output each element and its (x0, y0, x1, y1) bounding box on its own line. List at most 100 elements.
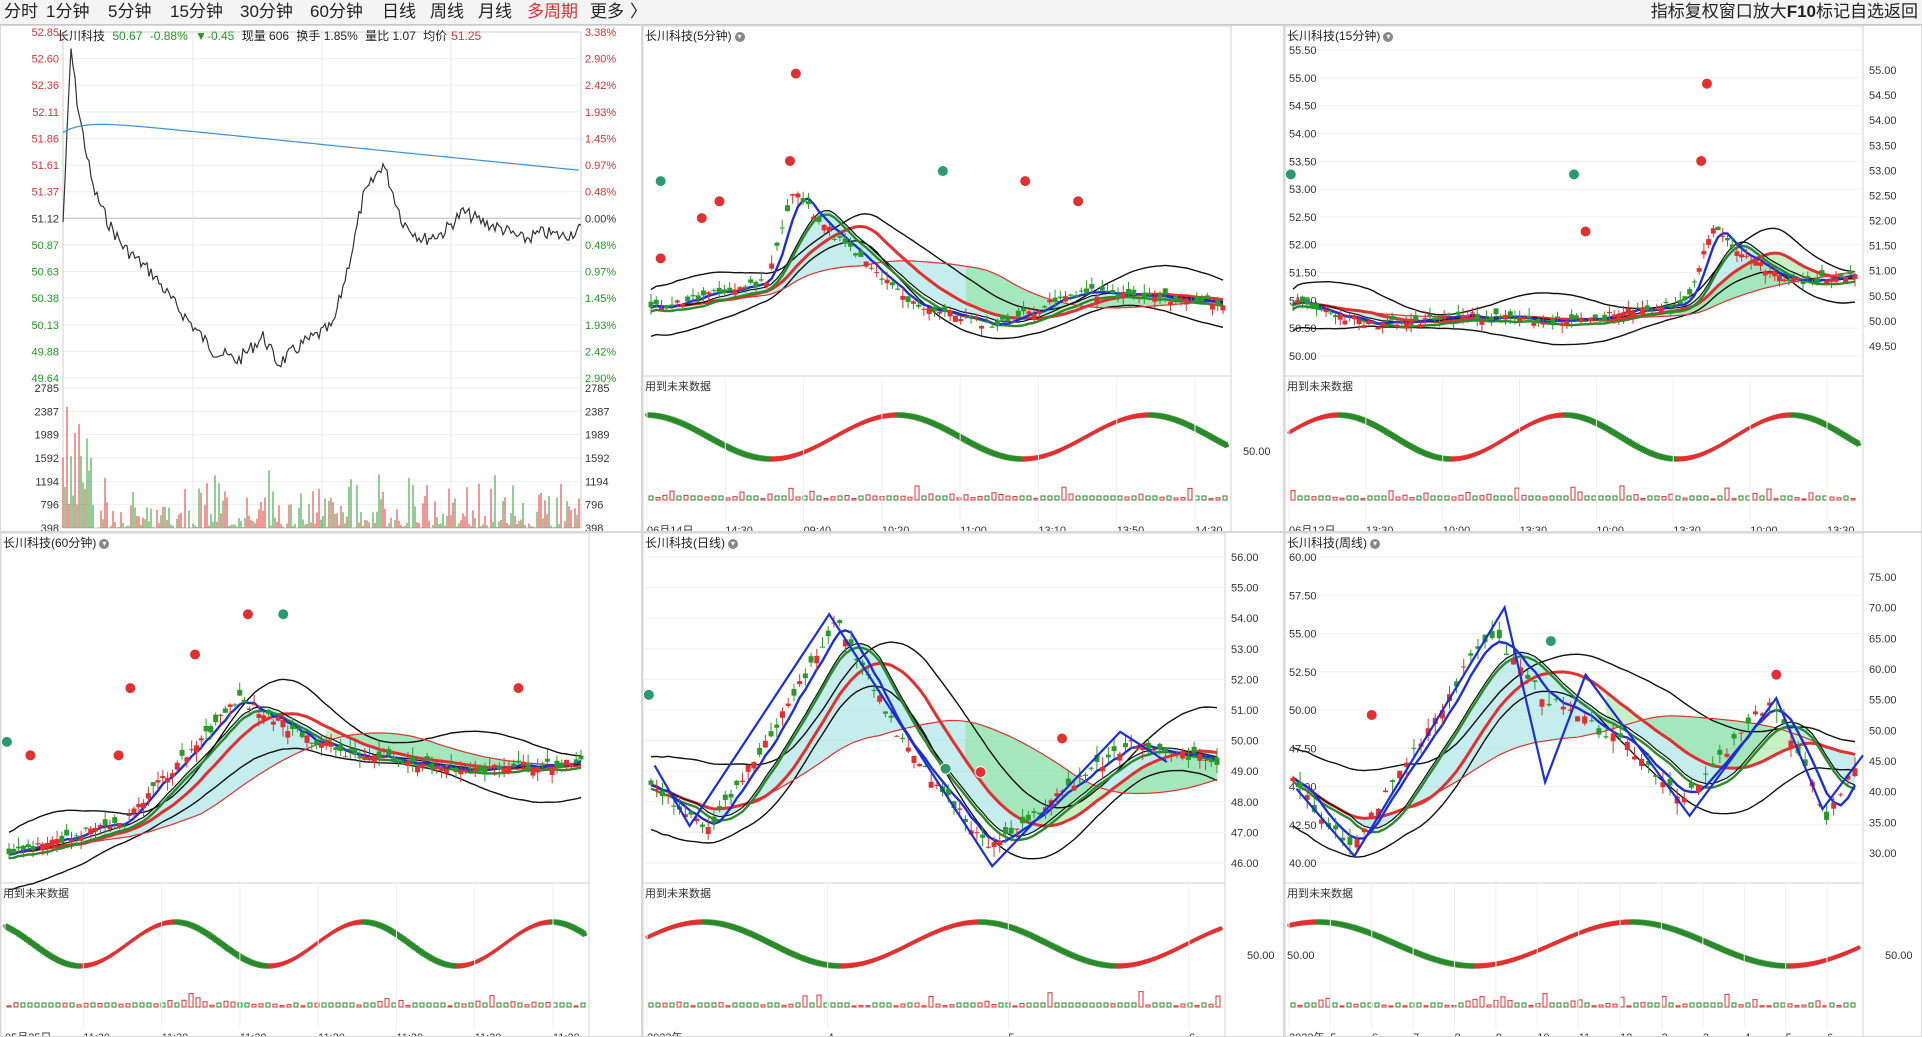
sub-frame (643, 375, 1232, 531)
sub-volume-bar (816, 994, 822, 1008)
chevron-right-icon[interactable]: 〉 (630, 2, 647, 21)
sub-volume-bar (244, 1002, 250, 1008)
f10-button[interactable]: F10 (1786, 2, 1816, 21)
candle-body (501, 767, 507, 773)
candle-body (1318, 308, 1324, 310)
y-tick-right: 55.00 (1869, 65, 1897, 77)
settings-icon[interactable]: ▾ (99, 538, 110, 549)
settings-icon[interactable]: ▾ (734, 31, 745, 42)
chart-60min[interactable]: 长川科技(60分钟)▾ 05月25日 11:30 11:30 11:30 11:30 11… (0, 532, 642, 1037)
candle-body (16, 846, 22, 849)
ma-long (8, 732, 582, 855)
sub-volume-bar (412, 1002, 418, 1008)
sub-volume-bar (1514, 487, 1520, 501)
sub-volume-bar (1089, 495, 1095, 501)
watchlist-button[interactable]: 自选 (1850, 2, 1884, 21)
sub-volume-bar (1346, 495, 1352, 501)
chart-15min[interactable]: 长川科技(15分钟) ▾ 55.50 55.00 54.50 54.00 53.50 53.… (1284, 25, 1922, 532)
sub-volume-bar (802, 495, 808, 501)
candle-body (674, 300, 680, 303)
tab-timeshare[interactable]: 分时 (4, 2, 38, 21)
timeshare-chart[interactable]: 长川科技 50.67 -0.88% ▼-0.45 现量 606 换手 1.85%… (0, 25, 642, 532)
candle-body (165, 777, 171, 783)
tab-month[interactable]: 月线 (478, 2, 512, 21)
tab-day[interactable]: 日线 (382, 2, 416, 21)
tab-more[interactable]: 更多 (590, 2, 624, 21)
sub-volume-bar (1577, 999, 1583, 1008)
candle-body (911, 756, 917, 763)
sub-volume-bar (1374, 1002, 1380, 1008)
candle-body (242, 699, 248, 703)
sub-volume-bar (1472, 998, 1478, 1008)
sub-volume-bar (468, 1002, 474, 1008)
x-tick: 13:30 (1366, 525, 1394, 532)
tab-5min[interactable]: 5分钟 (108, 2, 152, 21)
chart-week[interactable]: 长川科技(周线) ▾ 60.00 57.50 55.00 52.50 50.00 47.50… (1284, 532, 1922, 1037)
sub-volume-bar (1535, 495, 1541, 501)
tab-multi-period[interactable]: 多周期 (527, 2, 578, 21)
candle-body (879, 278, 885, 280)
candle-body (367, 757, 373, 761)
y-tick: 50.00 (1231, 736, 1259, 748)
tab-1min[interactable]: 1分钟 (46, 2, 90, 21)
back-button[interactable]: 返回 (1884, 2, 1918, 21)
tab-week[interactable]: 周线 (430, 2, 464, 21)
sub-volume-bar (711, 495, 717, 501)
candle-body (64, 829, 70, 836)
sub-volume-bar (1152, 495, 1158, 501)
sub-volume-bar (704, 496, 710, 501)
candle-body (1852, 274, 1858, 279)
sub-volume-bar (27, 1002, 33, 1008)
tab-30min[interactable]: 30分钟 (240, 2, 293, 21)
candle-body (1838, 273, 1844, 276)
sub-volume-bar (837, 495, 843, 501)
sub-volume-bar (104, 1002, 110, 1008)
candle-body (937, 311, 943, 314)
adjust-button[interactable]: 复权 (1684, 2, 1719, 21)
oscillator-segment (1222, 441, 1230, 449)
candle-body (1375, 326, 1381, 330)
sub-volume-bar (914, 485, 920, 501)
sub-volume-bar (1759, 1005, 1765, 1008)
settings-icon[interactable]: ▾ (1370, 538, 1380, 549)
tab-15min[interactable]: 15分钟 (170, 2, 223, 21)
candle-body (1002, 827, 1008, 835)
settings-icon[interactable]: ▾ (728, 538, 738, 549)
sub-volume-bar (1472, 495, 1478, 501)
candle-body (472, 767, 478, 772)
y-tick-left: 50.38 (31, 293, 59, 305)
candle-body (1753, 260, 1759, 266)
candle-body (1099, 286, 1105, 291)
sub-volume-bar (879, 1002, 885, 1008)
y-tick: 49.00 (1231, 766, 1259, 778)
candle-body (665, 795, 671, 797)
sub-volume-bar (1047, 992, 1053, 1008)
candle-body (980, 834, 986, 838)
tab-60min[interactable]: 60分钟 (310, 2, 363, 21)
zoom-button[interactable]: 放大 (1752, 2, 1787, 21)
mark-button[interactable]: 标记 (1816, 2, 1850, 21)
sub-volume-bar (167, 1000, 173, 1008)
candle-body (984, 321, 990, 323)
candle-body (664, 305, 670, 309)
ma-5-blue (650, 629, 1218, 844)
indicator-button[interactable]: 指标 (1650, 2, 1685, 21)
sub-volume-bar (732, 496, 738, 501)
sub-volume-bar (1318, 999, 1324, 1008)
settings-icon[interactable]: ▾ (1383, 31, 1394, 42)
sub-volume-bar (1075, 495, 1081, 501)
vol-tick-right: 2387 (585, 406, 609, 418)
panel-title: 长川科技(60分钟) ▾ (3, 534, 110, 551)
sub-volume-bar (1850, 1002, 1856, 1008)
candle-body (40, 843, 46, 851)
sub-volume-bar (1290, 1002, 1296, 1008)
candle-body (198, 738, 204, 741)
window-button[interactable]: 窗口 (1718, 2, 1753, 21)
buy-signal-icon (1, 735, 13, 748)
sub-volume-bar (977, 495, 983, 501)
candle-body (44, 842, 50, 849)
candle-body (1663, 301, 1669, 304)
chart-5min[interactable]: 长川科技(5分钟) ▾ 06月14日 14:30 09:40 10:20 11:00 13:… (642, 25, 1284, 532)
chart-day[interactable]: 长川科技(日线) ▾ 56.00 55.00 54.00 53.00 52.00 51.00… (642, 532, 1284, 1037)
sub-volume-bar (1173, 497, 1179, 501)
